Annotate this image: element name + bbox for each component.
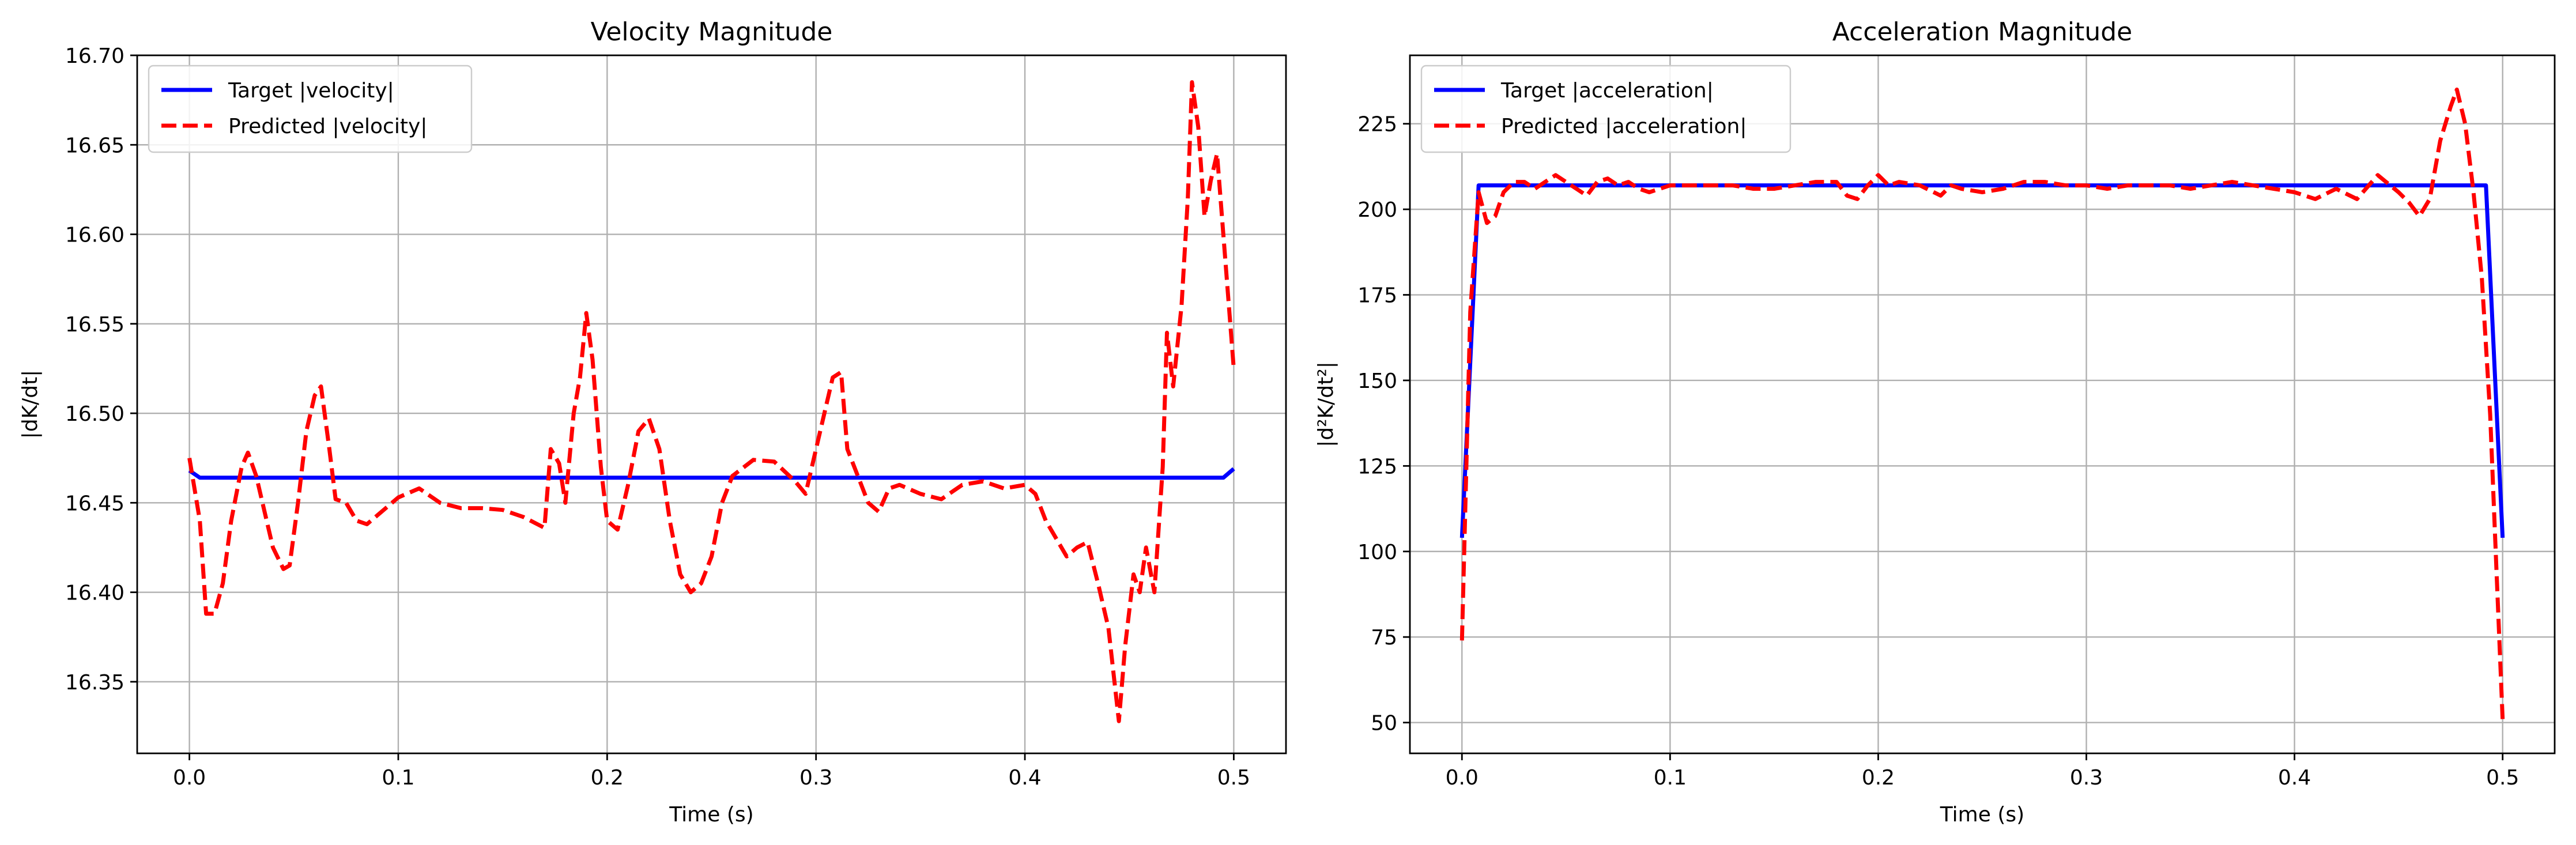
x-axis-label: Time (s) [1940,803,2024,827]
y-tick-label: 16.50 [65,402,125,426]
legend-box [148,65,473,153]
plot-area [1410,55,2555,753]
legend-label-1: Predicted |velocity| [228,115,427,138]
axes-frame [136,54,1287,755]
y-tick-label: 175 [1357,284,1397,308]
x-tick-label: 0.3 [2070,766,2103,790]
chart-acceleration: 0.0 0.1 0.2 0.3 0.4 0.5 50 75 100 125 150 175 200 225… [1314,17,2556,827]
series-line-0 [188,467,1235,480]
x-tick-label: 0.4 [1008,766,1041,790]
plot-area [137,55,1286,753]
y-tick-label: 75 [1371,626,1397,650]
legend-label-1: Predicted |acceleration| [1501,115,1747,138]
grid [1410,55,2555,753]
series-line-1 [187,80,1236,723]
y-tick-label: 16.40 [65,582,125,605]
y-tick-label: 50 [1371,712,1397,735]
x-tick-label: 0.2 [591,766,624,790]
series-line-1 [1459,87,2505,719]
x-tick-label: 0.0 [1446,766,1479,790]
chart-title: Velocity Magnitude [591,17,833,47]
x-tick-label: 0.1 [1654,766,1687,790]
y-tick-label: 16.65 [65,134,125,157]
y-tick-label: 16.45 [65,492,125,515]
x-tick-label: 0.3 [799,766,832,790]
y-tick-label: 100 [1357,541,1397,564]
legend: Target |velocity| Predicted |velocity| [148,65,473,153]
y-tick-label: 225 [1357,113,1397,137]
x-tick-label: 0.1 [382,766,414,790]
legend-label-0: Target |acceleration| [1500,79,1714,103]
axes-frame [1409,54,2556,755]
y-tick-label: 150 [1357,369,1397,393]
legend: Target |acceleration| Predicted |accelera… [1420,65,1791,153]
y-axis-label: |d²K/dt²| [1314,361,1338,447]
x-tick-label: 0.0 [173,766,206,790]
y-tick-label: 16.70 [65,44,125,68]
x-tick-label: 0.4 [2278,766,2311,790]
y-tick-label: 125 [1357,455,1397,478]
x-tick-label: 0.2 [1862,766,1895,790]
chart-title: Acceleration Magnitude [1832,17,2133,47]
y-tick-label: 16.60 [65,224,125,247]
x-tick-label: 0.5 [1217,766,1250,790]
legend-label-0: Target |velocity| [228,79,394,103]
y-tick-label: 200 [1357,198,1397,222]
x-axis-label: Time (s) [669,803,753,827]
y-axis-label: |dK/dt| [18,370,42,439]
y-tick-label: 16.55 [65,313,125,337]
y-tick-label: 16.35 [65,671,125,695]
x-tick-label: 0.5 [2486,766,2519,790]
chart-velocity: 0.0 0.1 0.2 0.3 0.4 0.5 16.35 16.40 16.45 16.50 16… [18,17,1287,827]
legend-box [1420,65,1791,153]
